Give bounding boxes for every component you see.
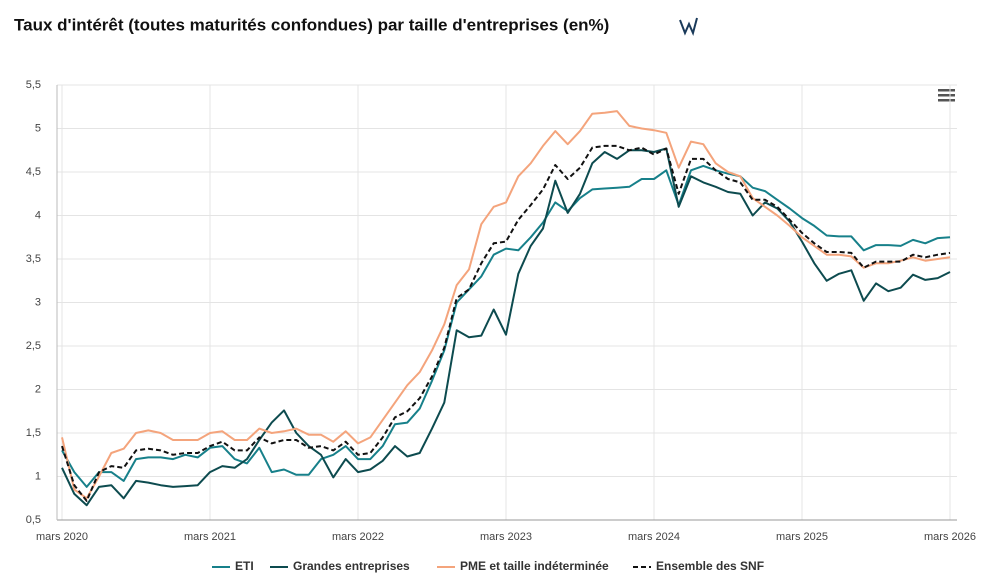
legend-label[interactable]: ETI xyxy=(235,559,254,573)
menu-bar[interactable] xyxy=(938,99,955,102)
y-tick-label: 5 xyxy=(35,122,41,134)
x-tick-label: mars 2026 xyxy=(924,531,976,543)
legend-label[interactable]: Ensemble des SNF xyxy=(656,559,764,573)
menu-bar[interactable] xyxy=(938,94,955,97)
y-tick-label: 3 xyxy=(35,296,41,308)
series-line xyxy=(61,147,951,507)
legend-label[interactable]: Grandes entreprises xyxy=(293,559,410,573)
y-tick-label: 4,5 xyxy=(26,166,41,178)
series-line xyxy=(61,144,951,502)
y-tick-label: 1,5 xyxy=(26,427,41,439)
y-tick-label: 3,5 xyxy=(26,253,41,265)
x-tick-label: mars 2021 xyxy=(184,531,236,543)
y-tick-label: 5,5 xyxy=(26,79,41,91)
y-tick-label: 4 xyxy=(35,209,41,221)
menu-button[interactable] xyxy=(938,89,955,102)
x-tick-label: mars 2023 xyxy=(480,531,532,543)
series-line xyxy=(61,110,951,500)
menu-bar[interactable] xyxy=(938,89,955,92)
chart-title: Taux d'intérêt (toutes maturités confond… xyxy=(14,15,609,34)
y-tick-label: 2 xyxy=(35,383,41,395)
x-tick-label: mars 2024 xyxy=(628,531,680,543)
legend-label[interactable]: PME et taille indéterminée xyxy=(460,559,609,573)
y-tick-label: 2,5 xyxy=(26,340,41,352)
x-tick-label: mars 2025 xyxy=(776,531,828,543)
y-tick-label: 1 xyxy=(35,470,41,482)
x-tick-label: mars 2020 xyxy=(36,531,88,543)
y-tick-label: 0,5 xyxy=(26,514,41,526)
series-line xyxy=(61,164,951,488)
x-tick-label: mars 2022 xyxy=(332,531,384,543)
logo xyxy=(679,17,698,36)
